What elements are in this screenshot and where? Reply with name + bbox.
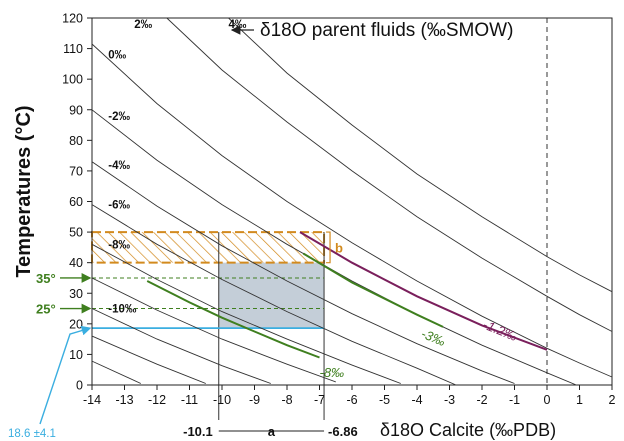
isotherm-line [91,109,577,386]
isotherm-line [228,17,613,293]
x-tick-label: -7 [314,393,325,407]
x-tick-label: -4 [411,393,422,407]
isotherm-label: -6‰ [108,200,130,212]
isotherm-label: 4‰ [229,19,247,31]
y-tick-label: 40 [69,256,83,270]
x-tick-label: -9 [249,393,260,407]
range-a-label: a [268,424,276,439]
x-tick-label: -8 [281,393,292,407]
highlight-curves [146,231,548,359]
x-tick-label: -13 [115,393,133,407]
annotation-layer [91,18,548,420]
isotherm-label: 2‰ [134,19,152,31]
x-tick-label: 2 [609,393,616,407]
x-tick-label: -12 [148,393,166,407]
y-tick-label: 100 [62,73,83,87]
range-a-from: -10.1 [183,424,213,439]
x-tick-label: -11 [181,393,198,407]
curve-labels: 2‰ 4‰ 0‰ -2‰ -4‰ -6‰ -8‰ -10‰ -1.2‰ -3‰ -8‰ [108,19,519,380]
x-tick-label: 1 [576,393,583,407]
y-tick-label: 50 [69,226,83,240]
isotherm-line [91,277,336,383]
x-tick-label: -3 [444,393,455,407]
x-axis: -14 -13 -12 -11 -10 -9 -8 -7 -6 -5 -4 -3 -2 -1 0 1 2 [83,385,616,407]
isotherm-line [166,17,613,332]
temp-label-18-6: 18.6 ±4.1 [8,428,56,440]
temp-label-35: 35° [36,271,56,286]
x-tick-label: 0 [544,393,551,407]
temp-label-25: 25° [36,302,56,317]
x-tick-label: -10 [213,393,231,407]
chart-title: δ18O parent fluids (‰SMOW) [260,20,513,41]
highlight-label: -1.2‰ [481,317,519,344]
highlight-line [302,252,444,328]
y-tick-label: 70 [69,164,83,178]
x-tick-label: -2 [476,393,487,407]
annotation-labels: b 35° 25° 18.6 ±4.1 a -10.1 -6.86 [8,231,358,440]
y-tick-label: 0 [76,379,83,393]
highlight-line [146,280,320,359]
y-tick-label: 60 [69,195,83,209]
isotherm-line [91,335,206,384]
isotherm-line [91,43,613,378]
isotherm-curves [91,17,613,386]
x-tick-label: -6 [346,393,357,407]
isotherm-line [91,204,457,386]
y-tick-label: 20 [69,317,83,331]
isotherm-label: -4‰ [108,160,130,172]
isotherm-line [91,161,515,384]
highlight-line [299,231,548,351]
highlight-label: -8‰ [320,365,345,380]
plot-area [91,17,613,386]
isotherm-line [91,308,271,384]
isotherm-label: -10‰ [108,304,137,316]
range-a-to: -6.86 [328,424,358,439]
isotherm-label: -2‰ [108,111,130,123]
y-axis: 0 10 20 30 40 50 60 70 80 90 100 110 120 [62,12,92,393]
isotherm-line [91,360,141,384]
y-axis-label: Temperatures (°C) [13,105,35,277]
isotherm-line [91,243,401,384]
y-tick-label: 110 [63,42,83,56]
band-label-b: b [335,240,343,255]
x-tick-label: -14 [83,393,101,407]
highlight-label: -3‰ [419,326,447,349]
temp-arrow-18-6 [39,325,92,425]
band-bracket [326,231,331,264]
y-tick-label: 30 [69,287,83,301]
isotherm-label: 0‰ [108,50,126,62]
x-tick-label: -1 [509,393,520,407]
isotherm-label: -8‰ [108,239,130,251]
y-tick-label: 80 [69,134,83,148]
x-axis-label: δ18O Calcite (‰PDB) [380,420,556,440]
y-tick-label: 90 [69,103,83,117]
y-tick-label: 10 [69,348,83,362]
y-tick-label: 120 [62,12,83,26]
x-tick-label: -5 [379,393,390,407]
